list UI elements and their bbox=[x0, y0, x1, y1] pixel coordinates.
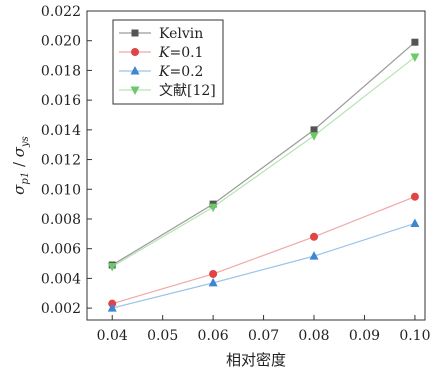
legend-label: K=0.2 bbox=[158, 64, 203, 80]
legend-marker bbox=[130, 86, 140, 95]
y-axis-title: σp1 / σys bbox=[10, 136, 31, 195]
x-tick-label: 0.10 bbox=[399, 328, 430, 344]
series-2 bbox=[107, 218, 420, 312]
y-tick-label: 0.022 bbox=[41, 4, 81, 20]
y-axis-title-slash: / bbox=[10, 157, 28, 172]
x-tick-label: 0.08 bbox=[298, 328, 329, 344]
x-tick-label: 0.07 bbox=[248, 328, 279, 344]
x-tick-label: 0.04 bbox=[97, 328, 128, 344]
plot-frame bbox=[86, 10, 426, 321]
series-3 bbox=[107, 53, 420, 272]
y-tick-label: 0.004 bbox=[41, 271, 81, 287]
legend-label-italic: K bbox=[158, 64, 171, 80]
y-tick-label: 0.018 bbox=[41, 63, 81, 79]
x-axis-title: 相对密度 bbox=[226, 351, 286, 369]
legend-label-italic: K bbox=[158, 45, 171, 61]
series-line bbox=[112, 222, 416, 309]
x-tick-label: 0.06 bbox=[198, 328, 229, 344]
data-point bbox=[309, 251, 319, 260]
legend-marker bbox=[131, 48, 139, 56]
y-axis-title-den-sub: ys bbox=[20, 136, 31, 148]
x-tick-label: 0.05 bbox=[147, 328, 178, 344]
y-tick-label: 0.006 bbox=[41, 242, 81, 258]
data-point bbox=[209, 269, 218, 278]
series-line bbox=[111, 56, 416, 268]
y-tick-label: 0.010 bbox=[41, 182, 81, 198]
y-axis-title-num-sym: σ bbox=[10, 184, 28, 195]
legend-label: K=0.1 bbox=[158, 45, 203, 61]
y-tick-label: 0.012 bbox=[41, 153, 81, 169]
legend-label: Kelvin bbox=[159, 26, 203, 42]
series-layer bbox=[107, 38, 420, 312]
data-point bbox=[310, 232, 319, 241]
legend-marker bbox=[131, 29, 139, 37]
y-tick-label: 0.020 bbox=[41, 34, 81, 50]
y-axis-title-num-sub: p1 bbox=[20, 172, 31, 185]
legend-label-rest: =0.2 bbox=[169, 64, 203, 80]
series-line bbox=[112, 196, 416, 305]
data-point bbox=[208, 203, 218, 213]
data-point bbox=[107, 303, 117, 312]
y-tick-label: 0.002 bbox=[41, 301, 81, 317]
data-point bbox=[411, 38, 419, 46]
series-line bbox=[111, 41, 416, 266]
data-point bbox=[410, 218, 420, 227]
x-tick-label: 0.09 bbox=[349, 328, 380, 344]
y-tick-label: 0.008 bbox=[41, 212, 81, 228]
data-point bbox=[208, 277, 218, 287]
data-point bbox=[410, 192, 419, 201]
y-axis-title-den-sym: σ bbox=[10, 146, 28, 157]
data-point bbox=[410, 53, 420, 63]
legend-label: 文献[12] bbox=[159, 83, 216, 99]
legend-label-rest: =0.1 bbox=[169, 45, 203, 61]
data-point bbox=[310, 126, 318, 134]
data-point bbox=[309, 132, 319, 141]
legend-marker bbox=[130, 66, 140, 75]
data-point bbox=[107, 263, 117, 272]
y-tick-label: 0.016 bbox=[41, 93, 81, 109]
axes: 0.04 0.05 0.06 0.07 0.08 0.09 0.10 0.002 0.004 0.… bbox=[41, 4, 431, 344]
y-tick-label: 0.014 bbox=[41, 123, 81, 139]
series-1 bbox=[108, 192, 419, 308]
